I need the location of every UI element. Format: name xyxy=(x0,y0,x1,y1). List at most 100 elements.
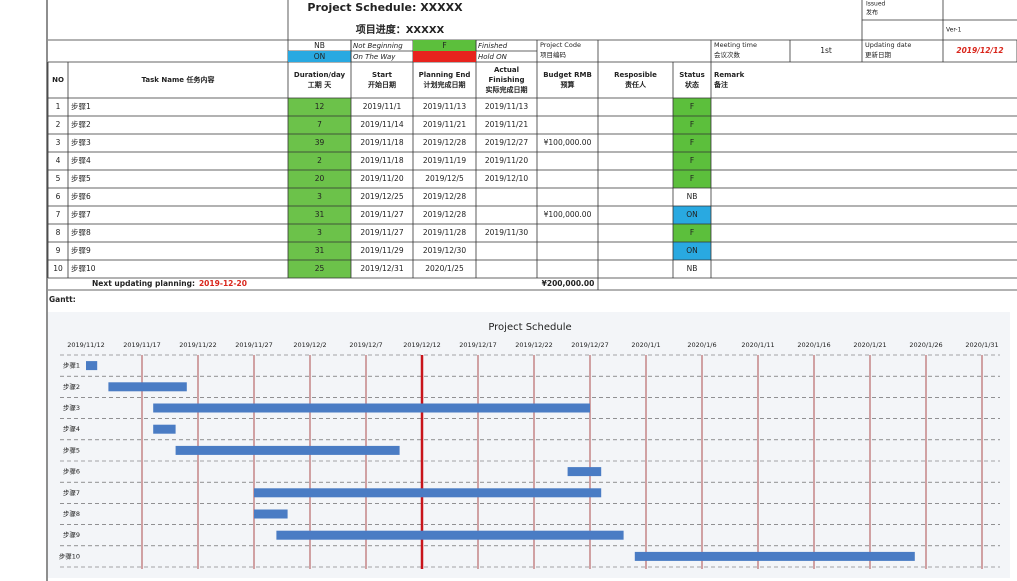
gantt-row-label: 步骤10 xyxy=(59,551,80,560)
x-tick-label: 2019/12/7 xyxy=(349,341,382,349)
cell-plan-end: 2019/11/28 xyxy=(423,228,466,237)
issued-label: Issued xyxy=(866,1,886,8)
cell-status: ON xyxy=(686,210,698,219)
gantt-bar xyxy=(86,361,98,371)
cell-budget: ¥100,000.00 xyxy=(544,210,592,219)
updating-date: 2019/12/12 xyxy=(956,46,1003,55)
x-tick-label: 2020/1/16 xyxy=(797,341,830,349)
column-header: NO xyxy=(52,76,64,84)
status-cell xyxy=(673,116,711,134)
cell-duration: 3 xyxy=(317,192,322,201)
cell-plan-end: 2019/12/28 xyxy=(423,192,466,201)
column-header: Start xyxy=(372,71,393,79)
x-tick-label: 2019/11/27 xyxy=(235,341,272,349)
column-header: Budget RMB xyxy=(543,71,592,79)
x-tick-label: 2019/11/12 xyxy=(67,341,104,349)
cell-status: F xyxy=(690,138,694,147)
cell-duration: 20 xyxy=(315,174,325,183)
legend-code: ON xyxy=(314,52,326,61)
cell-plan-end: 2019/12/30 xyxy=(423,246,466,255)
cell-start: 2019/12/31 xyxy=(360,264,403,273)
cell-task: 步骤8 xyxy=(71,228,91,237)
gantt-bar xyxy=(634,551,915,561)
cell-task: 步骤1 xyxy=(71,102,91,111)
cell-budget: ¥100,000.00 xyxy=(544,138,592,147)
cell-start: 2019/11/14 xyxy=(360,120,403,129)
cell-task: 步骤3 xyxy=(71,138,91,147)
duration-cell xyxy=(288,242,351,260)
duration-cell xyxy=(288,188,351,206)
cell-actual: 2019/11/30 xyxy=(485,228,528,237)
cell-actual: 2019/11/20 xyxy=(485,156,528,165)
next-update: 2019-12-20 xyxy=(199,279,247,288)
cell-start: 2019/11/18 xyxy=(360,156,403,165)
cell-duration: 31 xyxy=(315,210,325,219)
cell-no: 2 xyxy=(56,120,61,129)
column-header: 状态 xyxy=(685,80,699,89)
legend-swatch xyxy=(288,51,351,62)
cell-no: 1 xyxy=(56,102,61,111)
column-header: Planning End xyxy=(419,71,471,79)
duration-cell xyxy=(288,152,351,170)
column-header: Resposible xyxy=(614,71,657,79)
x-tick-label: 2020/1/6 xyxy=(687,341,716,349)
info-label: Updating date xyxy=(865,41,911,49)
status-cell xyxy=(673,206,711,224)
gantt-bar xyxy=(153,403,590,413)
x-tick-label: 2019/12/17 xyxy=(459,341,496,349)
status-cell xyxy=(673,170,711,188)
gantt-bar xyxy=(567,467,602,477)
budget-total: ¥200,000.00 xyxy=(542,279,595,288)
legend-code: F xyxy=(442,41,446,50)
gantt-bar xyxy=(254,509,288,519)
cell-task: 步骤6 xyxy=(71,192,91,201)
legend-code: NB xyxy=(314,41,325,50)
cell-task: 步骤5 xyxy=(71,174,91,183)
gantt-bar xyxy=(276,530,624,540)
status-cell xyxy=(673,134,711,152)
cell-duration: 25 xyxy=(315,264,325,273)
cell-start: 2019/11/18 xyxy=(360,138,403,147)
cell-duration: 12 xyxy=(315,102,325,111)
gantt-bar xyxy=(153,424,176,434)
title: Project Schedule: XXXXX xyxy=(307,1,463,14)
cell-no: 5 xyxy=(56,174,61,183)
cell-status: NB xyxy=(687,264,698,273)
status-cell xyxy=(673,242,711,260)
cell-actual: 2019/12/27 xyxy=(485,138,528,147)
legend-label: Hold ON xyxy=(478,53,508,61)
next-update-label: Next updating planning: xyxy=(92,279,195,288)
gantt-row-label: 步骤6 xyxy=(63,467,80,476)
x-tick-label: 2020/1/1 xyxy=(631,341,660,349)
duration-cell xyxy=(288,260,351,278)
cell-plan-end: 2019/11/13 xyxy=(423,102,466,111)
cell-start: 2019/12/25 xyxy=(360,192,403,201)
x-tick-label: 2019/11/17 xyxy=(123,341,160,349)
gantt-row-label: 步骤8 xyxy=(63,509,80,518)
cell-duration: 31 xyxy=(315,246,325,255)
cell-status: F xyxy=(690,228,694,237)
column-header: Remark xyxy=(714,71,745,79)
cell-no: 10 xyxy=(53,264,63,273)
cell-actual: 2019/12/10 xyxy=(485,174,528,183)
duration-cell xyxy=(288,134,351,152)
cell-start: 2019/11/27 xyxy=(360,228,403,237)
duration-cell xyxy=(288,116,351,134)
cell-plan-end: 2019/11/19 xyxy=(423,156,466,165)
cell-task: 步骤7 xyxy=(71,210,91,219)
column-header: 计划完成日期 xyxy=(424,80,466,89)
gantt-bar xyxy=(175,445,400,455)
gantt-title: Project Schedule xyxy=(488,322,571,333)
info-label: 更新日期 xyxy=(865,50,892,59)
cell-task: 步骤9 xyxy=(71,246,91,255)
cell-start: 2019/11/20 xyxy=(360,174,403,183)
cell-no: 7 xyxy=(56,210,61,219)
info-label: Meeting time xyxy=(714,41,757,49)
column-header: 预算 xyxy=(561,80,575,89)
cell-no: 9 xyxy=(56,246,61,255)
column-header: Task Name 任务内容 xyxy=(142,75,215,84)
x-tick-label: 2019/12/22 xyxy=(515,341,552,349)
cell-duration: 3 xyxy=(317,228,322,237)
